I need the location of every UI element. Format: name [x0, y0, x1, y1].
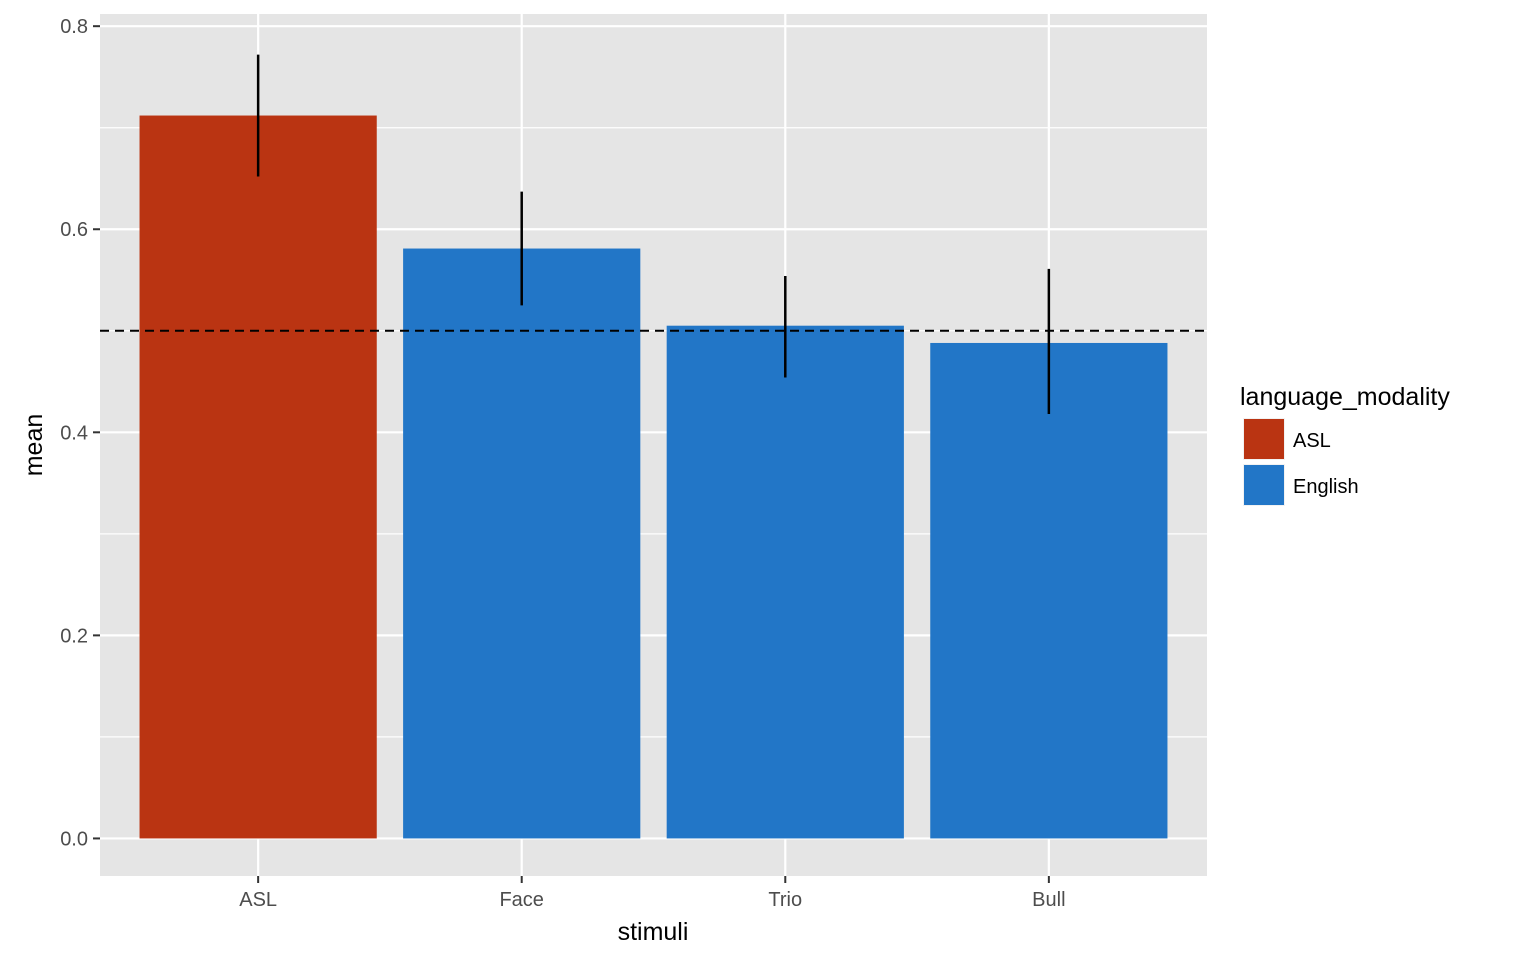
y-axis-title: mean: [20, 414, 48, 477]
bar-face: [403, 248, 641, 839]
bar-bull: [930, 342, 1168, 839]
y-tick-label: 0.4: [60, 422, 88, 444]
bars: [139, 115, 1168, 839]
legend-swatch-asl: [1244, 419, 1284, 459]
x-tick-label: Trio: [768, 889, 802, 911]
bar-asl: [139, 115, 377, 839]
error-bars: [256, 54, 1051, 415]
y-axis: 0.0 0.2 0.4 0.6 0.8: [60, 16, 100, 850]
y-tick-label: 0.6: [60, 219, 88, 241]
legend-title: language_modality: [1240, 383, 1450, 411]
legend-label-english: English: [1293, 476, 1359, 498]
legend-swatch-english: [1244, 465, 1284, 505]
legend-items: ASL English: [1243, 418, 1359, 506]
x-axis: ASL Face Trio Bull: [239, 876, 1066, 911]
x-axis-title: stimuli: [618, 918, 689, 946]
x-tick-label: Face: [499, 889, 543, 911]
x-tick-label: ASL: [239, 889, 277, 911]
legend-label-asl: ASL: [1293, 430, 1331, 452]
legend: language_modality ASL English: [1240, 383, 1450, 506]
x-tick-label: Bull: [1032, 889, 1065, 911]
bar-trio: [666, 325, 904, 839]
y-tick-label: 0.0: [60, 828, 88, 850]
y-tick-label: 0.8: [60, 16, 88, 38]
y-tick-label: 0.2: [60, 625, 88, 647]
